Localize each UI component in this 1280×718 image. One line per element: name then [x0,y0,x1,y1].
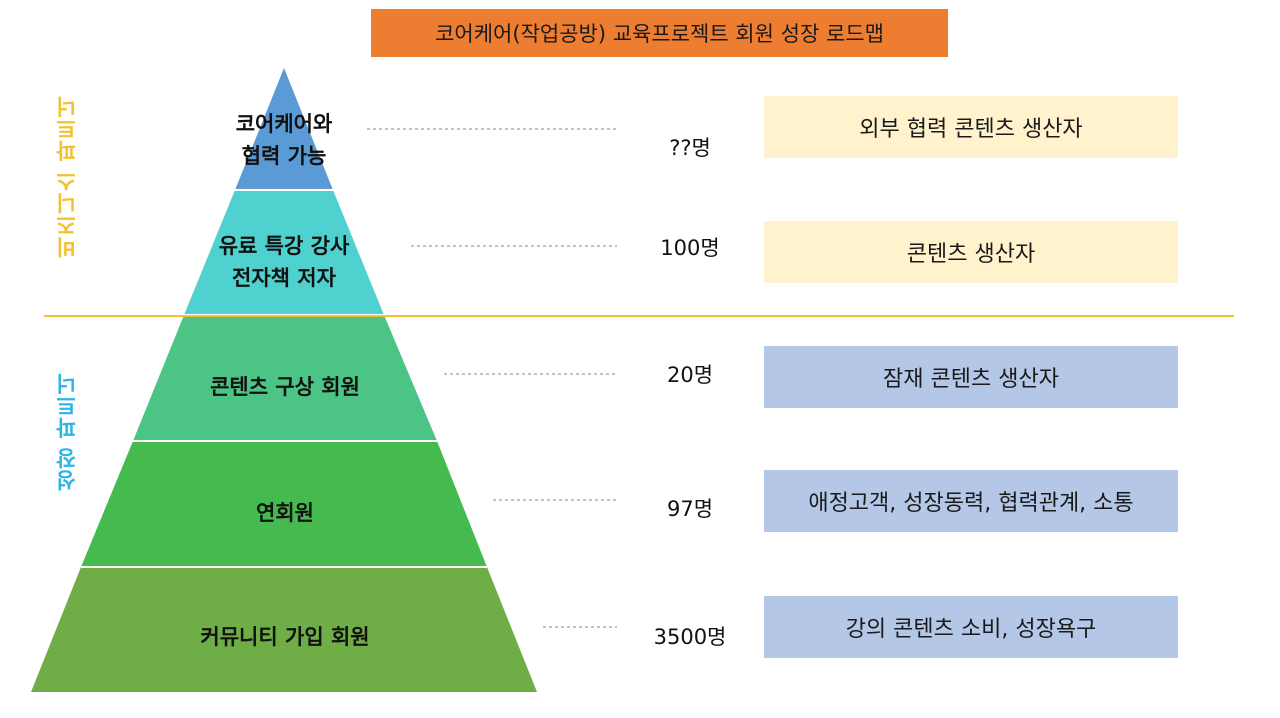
pyramid-tier-4 [81,441,487,567]
tier-1-label-line2: 협력 가능 [241,144,327,168]
tier-5-role-box: 강의 콘텐츠 소비, 성장욕구 [764,596,1178,658]
pyramid-tier-3 [133,315,437,441]
pyramid-tier-5 [31,567,537,692]
tier-4-role-box: 애정고객, 성장동력, 협력관계, 소통 [764,470,1178,532]
tier-2-role-box: 콘텐츠 생산자 [764,221,1178,283]
tier-2-label: 유료 특강 강사 전자책 저자 [184,230,384,294]
business-partner-label: 비즈니스 파트너 [55,95,79,259]
tier-3-role-box: 잠재 콘텐츠 생산자 [764,346,1178,408]
tier-3-label: 콘텐츠 구상 회원 [210,375,360,399]
tier-1-count: ??명 [669,136,711,160]
tier-1-label-line1: 코어케어와 [235,112,333,136]
tier-2-label-line1: 유료 특강 강사 [218,234,350,258]
tier-4-count: 97명 [666,497,714,521]
tier-5-label: 커뮤니티 가입 회원 [200,625,370,649]
tier-1-label: 코어케어와 협력 가능 [204,108,364,172]
tier-2-count: 100명 [660,236,720,260]
pyramid-tier-2 [184,190,384,315]
tier-2-label-line2: 전자책 저자 [232,266,336,290]
tier-5-count: 3500명 [653,625,727,649]
page-title: 코어케어(작업공방) 교육프로젝트 회원 성장 로드맵 [371,9,948,57]
tier-3-count: 20명 [666,363,714,387]
tier-1-role-box: 외부 협력 콘텐츠 생산자 [764,96,1178,158]
growth-partner-label: 성장 파트너 [55,372,79,492]
pyramid-tier-1 [235,68,333,190]
tier-4-label: 연회원 [256,501,314,525]
